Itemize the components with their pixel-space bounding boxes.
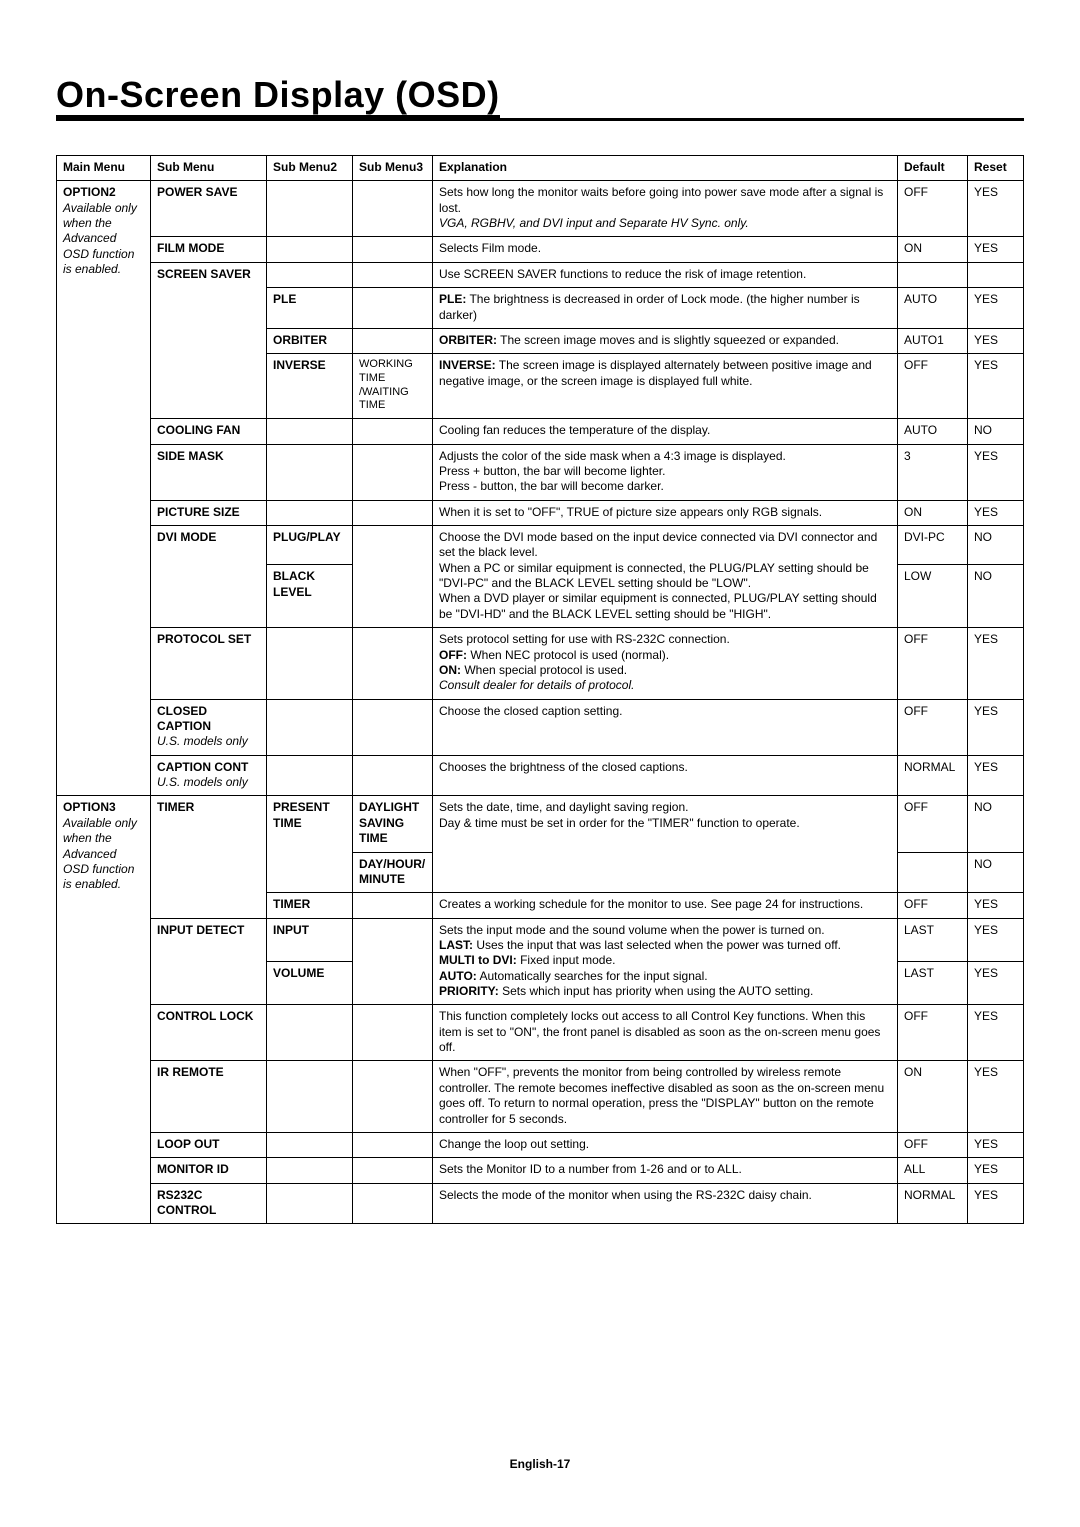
h-exp: Explanation [433,156,898,181]
table-row: PROTOCOL SET Sets protocol setting for u… [57,628,1024,699]
table-row: RS232C CONTROL Selects the mode of the m… [57,1183,1024,1224]
sub-power-save: POWER SAVE [151,181,267,237]
table-row: COOLING FAN Cooling fan reduces the temp… [57,419,1024,444]
h-sub: Sub Menu [151,156,267,181]
h-sub3: Sub Menu3 [353,156,433,181]
main-option3: OPTION3 Available only when the Advanced… [57,796,151,1224]
page-title: On-Screen Display (OSD) [56,74,1024,121]
table-row: OPTION2 Available only when the Advanced… [57,181,1024,237]
table-row: LOOP OUT Change the loop out setting. OF… [57,1132,1024,1157]
table-row: INPUT DETECT INPUT Sets the input mode a… [57,918,1024,961]
page-footer: English-17 [0,1457,1080,1471]
table-row: IR REMOTE When "OFF", prevents the monit… [57,1061,1024,1132]
osd-table: Main Menu Sub Menu Sub Menu2 Sub Menu3 E… [56,155,1024,1224]
exp-power-save: Sets how long the monitor waits before g… [433,181,898,237]
h-def: Default [898,156,968,181]
table-row: FILM MODE Selects Film mode. ON YES [57,237,1024,262]
table-row: PICTURE SIZE When it is set to "OFF", TR… [57,500,1024,525]
table-row: CONTROL LOCK This function completely lo… [57,1005,1024,1061]
table-row: CLOSED CAPTIONU.S. models only Choose th… [57,699,1024,755]
main-option2: OPTION2 Available only when the Advanced… [57,181,151,796]
table-row: SCREEN SAVER Use SCREEN SAVER functions … [57,262,1024,287]
table-header-row: Main Menu Sub Menu Sub Menu2 Sub Menu3 E… [57,156,1024,181]
table-row: MONITOR ID Sets the Monitor ID to a numb… [57,1158,1024,1183]
table-row: SIDE MASK Adjusts the color of the side … [57,444,1024,500]
h-rst: Reset [968,156,1024,181]
table-row: OPTION3 Available only when the Advanced… [57,796,1024,852]
table-row: DVI MODE PLUG/PLAY Choose the DVI mode b… [57,526,1024,565]
h-sub2: Sub Menu2 [267,156,353,181]
table-row: CAPTION CONTU.S. models only Chooses the… [57,755,1024,796]
h-main: Main Menu [57,156,151,181]
